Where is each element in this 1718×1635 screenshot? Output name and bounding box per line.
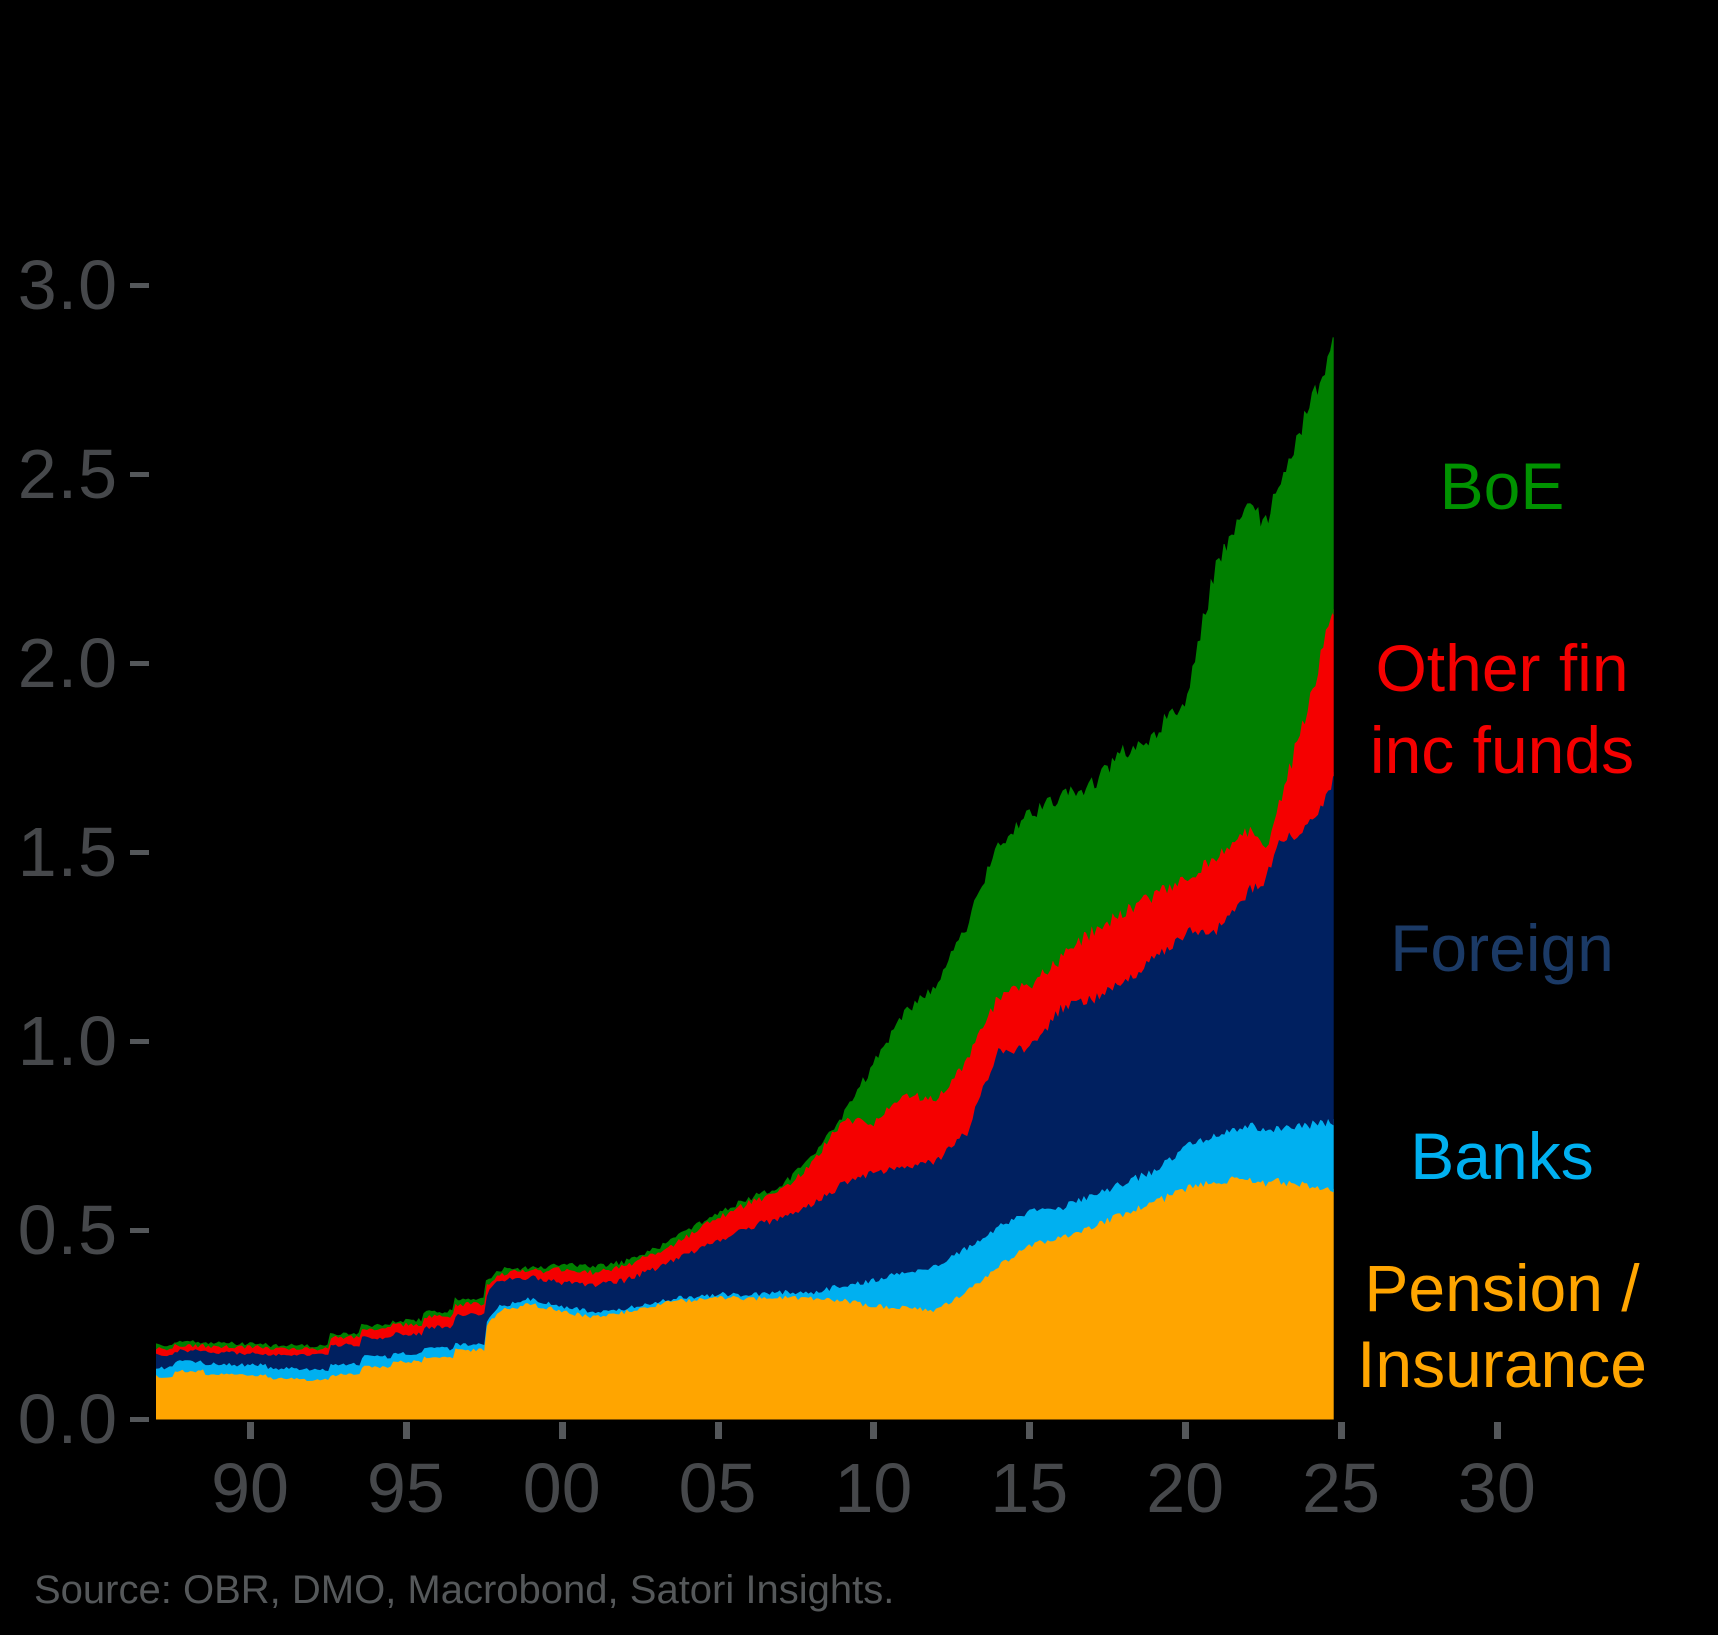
- legend-other-fin-line1: Other fin: [1375, 631, 1629, 705]
- x-tick: [870, 1422, 878, 1439]
- legend-boe: BoE: [1439, 449, 1565, 523]
- y-axis-label-6: 3.0: [17, 246, 118, 324]
- x-tick: [1026, 1422, 1034, 1439]
- x-tick: [558, 1422, 566, 1439]
- y-tick: [130, 1228, 149, 1233]
- legend-banks: Banks: [1410, 1119, 1594, 1193]
- x-tick: [1337, 1422, 1345, 1439]
- y-axis-label-3: 1.5: [17, 813, 118, 891]
- legend-pension-line2: Insurance: [1357, 1327, 1647, 1401]
- y-axis-label-1: 0.5: [17, 1191, 118, 1269]
- y-tick: [130, 1417, 149, 1422]
- y-axis-label-2: 1.0: [17, 1002, 118, 1080]
- y-axis-label-5: 2.5: [17, 435, 118, 513]
- y-tick: [130, 1039, 149, 1044]
- x-tick: [1493, 1422, 1501, 1439]
- legend-other-fin: Other fin inc funds: [1337, 627, 1667, 791]
- x-tick: [714, 1422, 722, 1439]
- y-axis-label-4: 2.0: [17, 624, 118, 702]
- x-axis-label-10: 10: [834, 1449, 913, 1527]
- x-axis-label-90: 90: [211, 1449, 289, 1527]
- x-tick: [247, 1422, 254, 1439]
- x-axis-label-30: 30: [1457, 1449, 1536, 1527]
- x-axis-label-25: 25: [1302, 1449, 1380, 1527]
- y-tick: [130, 472, 149, 477]
- y-tick: [130, 283, 149, 288]
- x-axis-label-05: 05: [678, 1449, 757, 1527]
- x-axis-label-15: 15: [990, 1449, 1069, 1527]
- legend-foreign: Foreign: [1390, 911, 1614, 985]
- x-tick: [402, 1422, 410, 1439]
- source-note: Source: OBR, DMO, Macrobond, Satori Insi…: [34, 1568, 895, 1612]
- legend-other-fin-line2: inc funds: [1369, 713, 1635, 787]
- legend-pension-insurance: Pension / Insurance: [1337, 1250, 1667, 1402]
- x-tick: [1182, 1422, 1190, 1439]
- x-axis-label-20: 20: [1146, 1449, 1225, 1527]
- x-axis-label-00: 00: [522, 1449, 601, 1527]
- y-axis-label-0: 0.0: [17, 1380, 118, 1458]
- area-boe: [156, 337, 1334, 1351]
- x-axis-label-95: 95: [366, 1449, 445, 1527]
- legend-pension-line1: Pension /: [1364, 1251, 1640, 1325]
- y-tick: [130, 850, 149, 855]
- y-tick: [130, 661, 149, 666]
